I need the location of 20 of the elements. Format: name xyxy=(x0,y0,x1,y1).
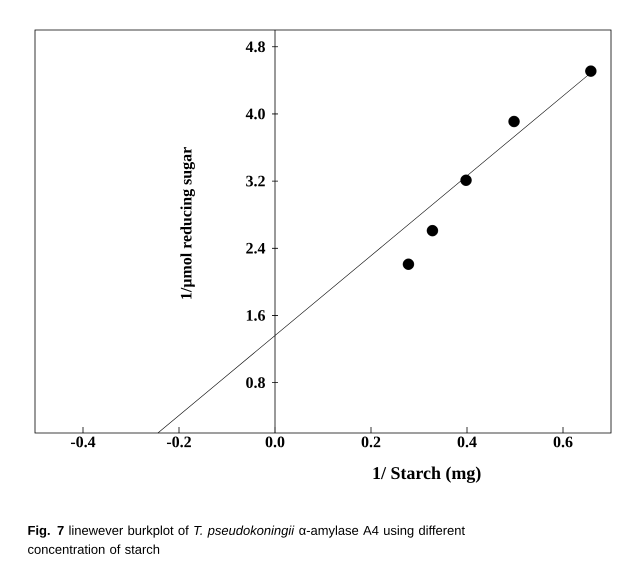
text: Fig. 7 linewever burkplot of T. pseudokoningii α-amylase A4 using different concentration of starch xyxy=(28,526,465,554)
y-tick-label: 4.8 xyxy=(246,41,265,52)
x-axis-title: 1/ Starch (mg) xyxy=(373,466,480,483)
y-tick-label: 1.6 xyxy=(246,310,266,321)
point xyxy=(402,258,414,270)
x-tick-label: -0.4 xyxy=(70,436,96,448)
x-tick-label: 0.0 xyxy=(266,436,284,448)
y-tick-label: 3.2 xyxy=(246,176,265,187)
y-tick-label: 2.4 xyxy=(246,242,266,254)
point xyxy=(460,174,472,186)
y-tick-label: 4.0 xyxy=(246,108,265,120)
point xyxy=(585,65,597,77)
x-tick-label: 0.2 xyxy=(362,436,380,448)
x-tick-label: 0.4 xyxy=(458,436,477,448)
y-tick-label: 0.8 xyxy=(246,377,265,388)
x-tick-label: -0.2 xyxy=(166,436,191,448)
x-tick-label: 0.6 xyxy=(554,436,572,448)
point xyxy=(426,224,438,236)
y-axis-title: 1/µmol reducing sugar xyxy=(180,147,195,299)
point xyxy=(508,116,520,128)
